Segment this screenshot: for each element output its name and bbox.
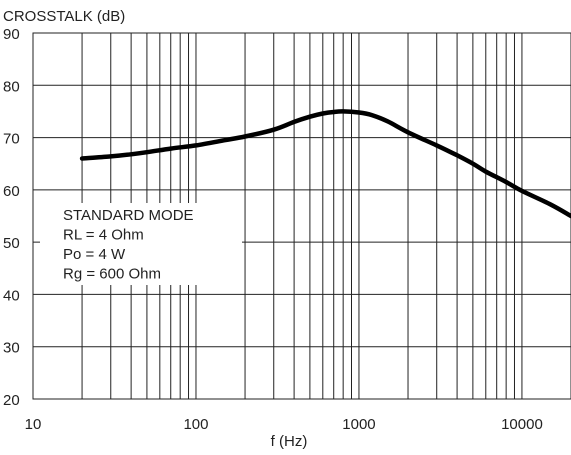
y-tick-label: 20 [3, 392, 20, 409]
annotation-line: Rg = 600 Ohm [63, 266, 161, 283]
y-tick-label: 40 [3, 287, 20, 304]
y-tick-labels: 20 30 40 50 60 70 80 90 [3, 26, 20, 409]
annotation-box [40, 203, 242, 285]
y-tick-label: 60 [3, 183, 20, 200]
series-line [79, 109, 571, 219]
x-tick-label: 10 [25, 416, 42, 433]
y-tick-label: 80 [3, 78, 20, 95]
y-axis-label: CROSSTALK (dB) [3, 8, 125, 25]
annotation-line: STANDARD MODE [63, 207, 194, 224]
plot-frame [32, 32, 571, 400]
x-tick-label: 1000 [342, 416, 375, 433]
y-tick-label: 90 [3, 26, 20, 43]
annotation: STANDARD MODE RL = 4 Ohm Po = 4 W Rg = 600 … [63, 207, 194, 283]
annotation-line: RL = 4 Ohm [63, 227, 144, 244]
y-tick-label: 30 [3, 340, 20, 357]
x-tick-labels: 10 100 1000 10000 [25, 416, 543, 433]
x-axis-label: f (Hz) [271, 433, 308, 450]
y-tick-label: 70 [3, 131, 20, 148]
annotation-line: Po = 4 W [63, 246, 126, 263]
y-tick-label: 50 [3, 235, 20, 252]
x-tick-label: 10000 [501, 416, 543, 433]
x-tick-label: 100 [183, 416, 208, 433]
